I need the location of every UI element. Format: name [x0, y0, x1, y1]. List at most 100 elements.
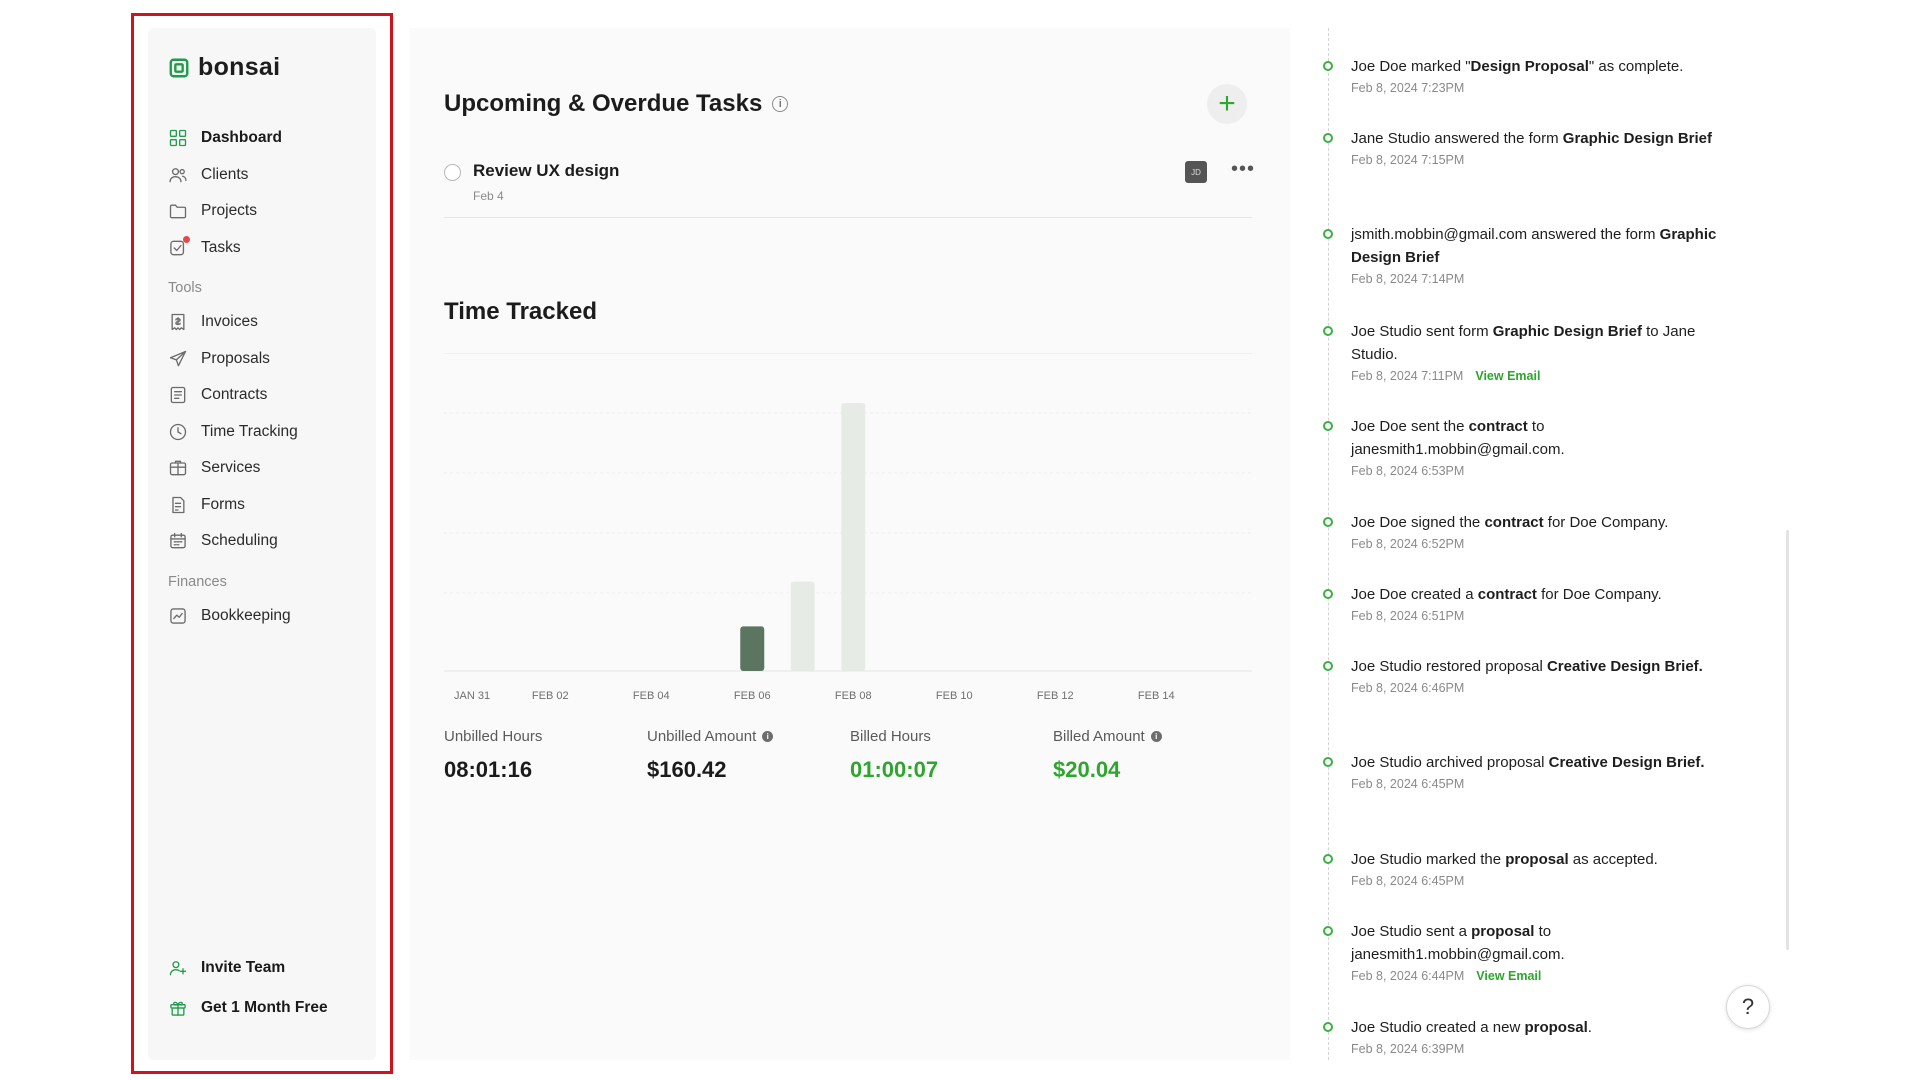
activity-timestamp: Feb 8, 2024 6:45PM — [1351, 874, 1465, 888]
activity-item: Joe Studio created a new proposal. Feb 8,… — [1313, 1016, 1733, 1056]
activity-text-part: to janesmith1.mobbin@gmail.com. — [1351, 923, 1565, 963]
activity-text: Jane Studio answered the form Graphic De… — [1351, 127, 1733, 150]
activity-item: Joe Studio sent a proposal to janesmith1… — [1313, 920, 1733, 983]
sidebar-item-forms[interactable]: Forms — [168, 487, 368, 524]
activity-item: Joe Studio restored proposal Creative De… — [1313, 655, 1733, 695]
x-tick-label: FEB 08 — [835, 690, 872, 702]
section-label-tools: Tools — [168, 280, 202, 296]
sidebar-item-invoices[interactable]: Invoices — [168, 304, 368, 341]
view-email-link[interactable]: View Email — [1475, 369, 1541, 383]
activity-highlight: Graphic Design Brief — [1492, 323, 1642, 340]
sidebar-item-clients[interactable]: Clients — [168, 157, 368, 194]
sidebar-item-scheduling[interactable]: Scheduling — [168, 523, 368, 560]
assignee-avatar[interactable]: JD — [1185, 161, 1207, 183]
sidebar-item-label: Forms — [201, 495, 245, 513]
sidebar-item-label: Time Tracking — [201, 422, 298, 440]
timeline-dot — [1323, 1022, 1333, 1032]
activity-highlight: proposal — [1471, 923, 1535, 940]
sidebar-item-tasks[interactable]: Tasks — [168, 230, 368, 267]
activity-timestamp: Feb 8, 2024 6:46PM — [1351, 681, 1465, 695]
activity-item: jsmith.mobbin@gmail.com answered the for… — [1313, 223, 1733, 286]
activity-timestamp: Feb 8, 2024 6:44PM — [1351, 969, 1465, 983]
activity-text-part: for Doe Company. — [1536, 586, 1662, 603]
form-icon — [172, 496, 185, 513]
x-tick-label: FEB 10 — [936, 690, 973, 702]
activity-timestamp: Feb 8, 2024 6:53PM — [1351, 464, 1465, 478]
sidebar-item-get-1-month-free[interactable]: Get 1 Month Free — [168, 988, 368, 1028]
task-check-icon — [170, 240, 185, 256]
sidebar-item-label: Proposals — [201, 349, 270, 367]
help-button[interactable]: ? — [1726, 985, 1770, 1029]
info-icon[interactable]: i — [1150, 731, 1162, 742]
stat-unbilled-amount: Unbilled Amount i $160.42 — [647, 728, 774, 783]
tasks-section-title: Upcoming & Overdue Tasks i — [444, 90, 789, 118]
x-tick-label: FEB 04 — [633, 690, 670, 702]
sidebar-item-contracts[interactable]: Contracts — [168, 377, 368, 414]
sidebar-item-services[interactable]: Services — [168, 450, 368, 487]
activity-meta: Feb 8, 2024 7:14PM — [1351, 272, 1733, 286]
timeline-dot — [1323, 517, 1333, 527]
view-email-link[interactable]: View Email — [1476, 969, 1542, 983]
more-options-icon[interactable]: ••• — [1231, 158, 1256, 180]
sidebar-item-label: Contracts — [201, 386, 268, 404]
activity-text-part: " as complete. — [1588, 58, 1684, 75]
task-name[interactable]: Review UX design — [473, 161, 620, 180]
activity-text-part: jsmith.mobbin@gmail.com answered the for… — [1351, 226, 1660, 243]
task-date: Feb 4 — [473, 189, 504, 203]
bar-feb-06[interactable] — [740, 626, 765, 671]
bar-feb-07[interactable] — [790, 581, 815, 671]
activity-text-part: Joe Studio sent a — [1351, 923, 1472, 940]
sidebar-item-time-tracking[interactable]: Time Tracking — [168, 414, 368, 451]
bar-feb-08[interactable] — [841, 403, 866, 671]
sidebar-item-bookkeeping[interactable]: Bookkeeping — [168, 598, 368, 635]
dashboard-main: Upcoming & Overdue Tasks i + Review UX d… — [410, 28, 1290, 1060]
timeline-dot — [1323, 229, 1333, 239]
task-checkbox[interactable] — [444, 164, 461, 181]
sidebar-item-projects[interactable]: Projects — [168, 193, 368, 230]
activity-item: Joe Studio sent form Graphic Design Brie… — [1313, 320, 1733, 383]
stat-value: 01:00:07 — [850, 757, 939, 782]
activity-highlight: contract — [1477, 586, 1537, 603]
sidebar-item-dashboard[interactable]: Dashboard — [168, 120, 368, 157]
sidebar-item-label: Clients — [201, 165, 249, 183]
x-tick-label: FEB 06 — [734, 690, 771, 702]
activity-highlight: proposal — [1524, 1019, 1588, 1036]
stat-billed-amount: Billed Amount i $20.04 — [1053, 728, 1162, 783]
task-row[interactable]: Review UX design Feb 4 JD ••• — [444, 154, 1256, 218]
stat-unbilled-hours: Unbilled Hours 08:01:16 — [444, 728, 542, 783]
timeline-dot — [1323, 926, 1333, 936]
users-icon — [169, 167, 187, 183]
activity-timestamp: Feb 8, 2024 7:23PM — [1351, 81, 1465, 95]
activity-timestamp: Feb 8, 2024 6:39PM — [1351, 1042, 1465, 1056]
sidebar-item-label: Invoices — [201, 313, 258, 331]
sidebar-item-invite-team[interactable]: Invite Team — [168, 948, 368, 988]
activity-highlight: Graphic Design Brief — [1562, 130, 1712, 147]
brand-logo[interactable]: bonsai — [168, 53, 280, 82]
stat-label: Billed Hours — [850, 728, 938, 745]
sidebar-item-label: Invite Team — [201, 959, 286, 976]
activity-meta: Feb 8, 2024 7:15PM — [1351, 153, 1733, 167]
activity-highlight: contract — [1468, 418, 1528, 435]
activity-meta: Feb 8, 2024 6:39PM — [1351, 1042, 1733, 1056]
activity-text-part: Joe Studio archived proposal — [1351, 754, 1549, 771]
activity-timestamp: Feb 8, 2024 7:11PM — [1351, 369, 1464, 383]
sidebar-item-label: Scheduling — [201, 532, 278, 550]
info-icon[interactable]: i — [762, 731, 774, 742]
gift-icon — [170, 1001, 186, 1016]
activity-text: Joe Doe created a contract for Doe Compa… — [1351, 583, 1733, 606]
sidebar-item-proposals[interactable]: Proposals — [168, 341, 368, 378]
time-tracked-chart: JAN 31 FEB 02 FEB 04 FEB 06 FEB 08 FEB 10 FEB … — [444, 353, 1252, 702]
activity-scrollbar[interactable] — [1786, 530, 1789, 950]
activity-text-part: Joe Doe signed the — [1351, 514, 1485, 531]
stat-label: Unbilled Amount i — [647, 728, 774, 745]
stat-label-text: Billed Hours — [850, 728, 931, 745]
activity-meta: Feb 8, 2024 6:52PM — [1351, 537, 1733, 551]
info-icon[interactable]: i — [772, 96, 789, 112]
stat-label: Billed Amount i — [1053, 728, 1162, 745]
sidebar: bonsai Dashboard Clients Projects Tasks Too… — [148, 28, 376, 1060]
x-tick-label: JAN 31 — [454, 690, 490, 702]
add-task-button[interactable]: + — [1207, 84, 1247, 124]
activity-text-part: to janesmith1.mobbin@gmail.com. — [1351, 418, 1565, 458]
activity-text-part: Joe Studio marked the — [1351, 851, 1506, 868]
activity-text-part: Joe Doe created a — [1351, 586, 1478, 603]
